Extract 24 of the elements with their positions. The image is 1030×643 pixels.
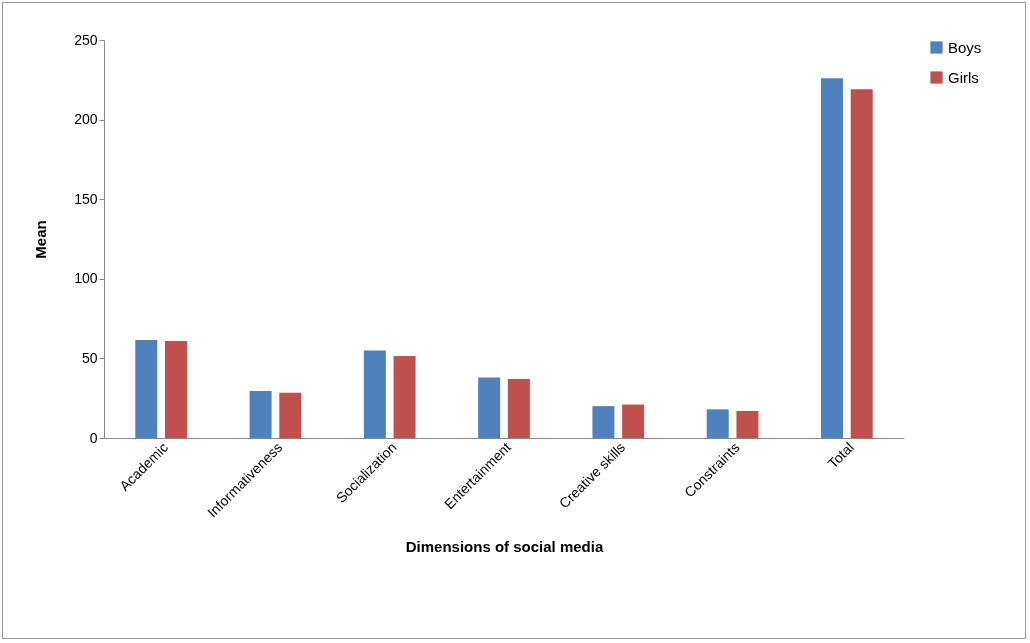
bar [249,391,272,438]
legend-label: Boys [948,38,982,56]
y-tick-label: 100 [74,270,98,287]
bar [165,340,187,438]
bar [279,392,302,438]
bar [821,78,843,438]
bar [592,406,615,438]
bar [478,377,501,438]
bar [363,350,386,438]
y-tick-label: 250 [74,31,98,48]
y-axis-title: Mean [32,220,50,259]
bar [507,379,530,438]
bar [706,409,729,438]
y-tick-label: 150 [74,190,98,207]
bar [850,89,873,438]
x-axis-title: Dimensions of social media [405,538,604,556]
bar [393,356,416,438]
y-tick-label: 200 [74,111,98,128]
legend-label: Girls [948,68,979,86]
y-tick-label: 0 [89,429,98,446]
bar [736,410,759,438]
bar [622,404,645,438]
bar [135,340,158,438]
y-tick-label: 50 [81,349,98,366]
